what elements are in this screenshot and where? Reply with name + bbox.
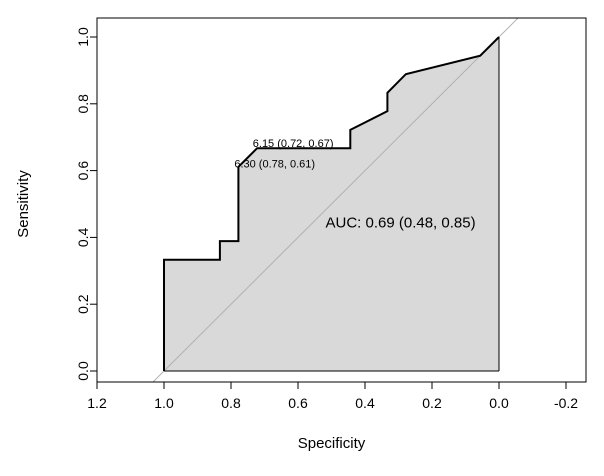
y-tick-label: 0.2 (75, 294, 91, 314)
roc-curve (163, 36, 500, 371)
x-tick-label: 0.8 (221, 395, 241, 411)
x-tick-label: -0.2 (554, 395, 578, 411)
plot-area: AUC: 0.69 (0.48, 0.85) 6.15 (0.72, 0.67) 6… (96, 17, 587, 383)
y-axis: 0.0 0.2 0.4 0.6 0.8 1.0 (75, 27, 97, 381)
y-tick-label: 0.0 (75, 361, 91, 381)
x-axis-title: Specificity (298, 435, 366, 452)
x-tick-label: 1.2 (87, 395, 107, 411)
y-tick-label: 0.6 (75, 161, 91, 181)
x-tick-label: 0.4 (355, 395, 375, 411)
y-axis-title: Sensitivity (15, 170, 32, 238)
x-tick-label: 1.0 (154, 395, 174, 411)
y-tick-label: 0.4 (75, 227, 91, 247)
x-tick-label: 0.0 (489, 395, 509, 411)
auc-annotation: AUC: 0.69 (0.48, 0.85) (326, 214, 476, 231)
x-tick-label: 0.6 (288, 395, 308, 411)
x-tick-label: 0.2 (422, 395, 442, 411)
threshold-label: 6.15 (0.72, 0.67) (253, 138, 334, 150)
y-tick-label: 0.8 (75, 94, 91, 114)
threshold-label: 6.30 (0.78, 0.61) (234, 158, 315, 170)
x-axis: 1.2 1.0 0.8 0.6 0.4 0.2 0.0 -0.2 (87, 381, 578, 411)
y-tick-label: 1.0 (75, 27, 91, 47)
